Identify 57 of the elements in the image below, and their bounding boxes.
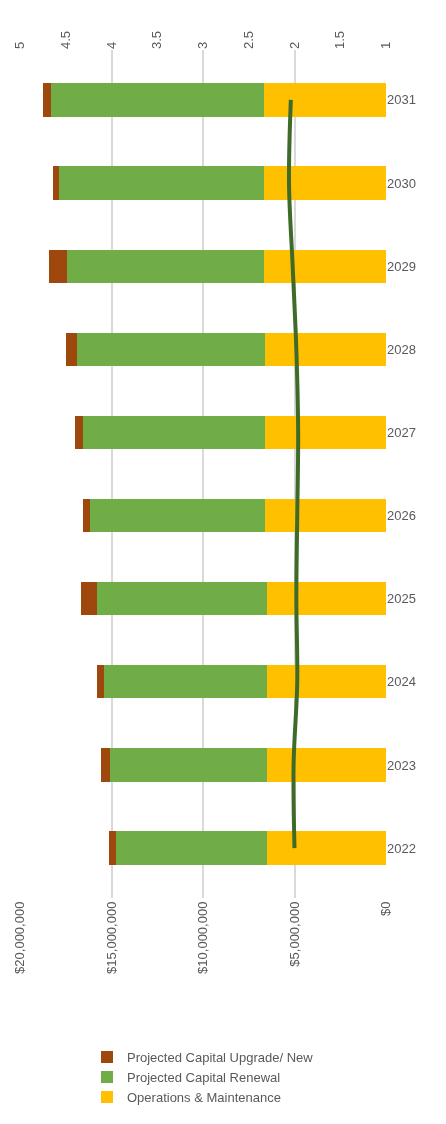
x2-tick-label: 4.5 bbox=[57, 30, 73, 49]
bar bbox=[83, 415, 266, 450]
y-tick-label: 2029 bbox=[387, 258, 416, 274]
x-tick-label: $10,000,000 bbox=[195, 901, 211, 974]
bar bbox=[263, 83, 386, 117]
x2-tick-label: 4 bbox=[103, 41, 119, 49]
x2-tick-label: 3.5 bbox=[149, 30, 165, 49]
bar bbox=[265, 498, 386, 533]
x2-tick-label: 2.5 bbox=[240, 30, 256, 49]
bar bbox=[42, 83, 51, 117]
bar bbox=[74, 415, 84, 450]
bar bbox=[81, 582, 98, 616]
bar bbox=[100, 748, 110, 782]
legend-label: Projected Capital Upgrade/ New bbox=[127, 1050, 314, 1066]
x-tick-label: $5,000,000 bbox=[286, 901, 302, 967]
x2-tick-label: 5 bbox=[12, 41, 28, 49]
x-tick-label: $15,000,000 bbox=[103, 901, 119, 974]
bar bbox=[59, 166, 264, 200]
y-tick-label: 2022 bbox=[387, 840, 416, 856]
bar bbox=[76, 332, 266, 366]
bar bbox=[267, 831, 386, 865]
y-tick-label: 2023 bbox=[387, 757, 416, 773]
y-tick-label: 2026 bbox=[387, 508, 416, 524]
bar bbox=[267, 665, 386, 699]
bar bbox=[66, 249, 264, 283]
bar bbox=[103, 665, 268, 699]
bar bbox=[108, 831, 117, 865]
y-tick-label: 2025 bbox=[387, 591, 416, 607]
bar bbox=[267, 582, 386, 616]
bar bbox=[97, 665, 104, 699]
y-tick-label: 2024 bbox=[387, 674, 416, 690]
y-tick-label: 2030 bbox=[387, 175, 416, 191]
y-tick-label: 2028 bbox=[387, 341, 416, 357]
legend-label: Operations & Maintenance bbox=[127, 1089, 281, 1105]
bar bbox=[109, 748, 268, 782]
bar bbox=[52, 166, 60, 200]
bar bbox=[49, 249, 67, 283]
bar bbox=[265, 332, 386, 366]
bar bbox=[50, 83, 264, 117]
bar bbox=[263, 249, 386, 283]
bar bbox=[265, 415, 386, 450]
bar bbox=[65, 332, 77, 366]
bar bbox=[97, 582, 268, 616]
y-tick-label: 2027 bbox=[387, 424, 416, 440]
legend-label: Projected Capital Renewal bbox=[127, 1070, 281, 1086]
x-tick-label: $0 bbox=[378, 901, 394, 917]
x2-tick-label: 1 bbox=[378, 41, 394, 49]
x2-tick-label: 1.5 bbox=[332, 30, 348, 49]
x-tick-label: $20,000,000 bbox=[12, 901, 28, 974]
bar bbox=[116, 831, 268, 865]
bar bbox=[267, 748, 386, 782]
x2-tick-label: 2 bbox=[286, 41, 302, 49]
x2-tick-label: 3 bbox=[195, 41, 211, 49]
bar bbox=[89, 498, 266, 533]
bar bbox=[83, 498, 90, 533]
y-tick-label: 2031 bbox=[387, 92, 416, 108]
bar bbox=[263, 166, 386, 200]
